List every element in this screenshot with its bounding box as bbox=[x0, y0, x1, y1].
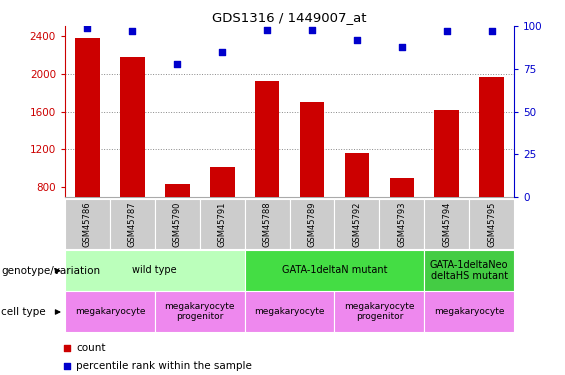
Point bbox=[442, 28, 451, 34]
Text: GSM45789: GSM45789 bbox=[307, 201, 316, 247]
Bar bbox=[424, 250, 514, 291]
Bar bbox=[120, 57, 145, 263]
Point bbox=[353, 37, 362, 43]
Point bbox=[128, 28, 137, 34]
Bar bbox=[434, 110, 459, 263]
Bar bbox=[255, 81, 280, 263]
Text: megakaryocyte: megakaryocyte bbox=[434, 307, 505, 316]
Bar bbox=[424, 199, 469, 249]
Text: cell type: cell type bbox=[1, 307, 46, 317]
Point bbox=[173, 61, 182, 67]
Bar bbox=[65, 291, 155, 332]
Bar bbox=[469, 199, 514, 249]
Text: GSM45790: GSM45790 bbox=[173, 201, 182, 247]
Bar bbox=[299, 102, 324, 263]
Text: GSM45793: GSM45793 bbox=[397, 201, 406, 247]
Bar bbox=[334, 199, 380, 249]
Point bbox=[263, 27, 272, 33]
Text: GSM45791: GSM45791 bbox=[218, 201, 227, 247]
Text: GSM45794: GSM45794 bbox=[442, 201, 451, 247]
Bar bbox=[389, 178, 414, 263]
Bar bbox=[334, 291, 424, 332]
Bar bbox=[155, 291, 245, 332]
Text: GATA-1deltaNeo
deltaHS mutant: GATA-1deltaNeo deltaHS mutant bbox=[430, 260, 509, 281]
Point bbox=[307, 27, 316, 33]
Text: GSM45786: GSM45786 bbox=[83, 201, 92, 247]
Point bbox=[397, 44, 406, 50]
Text: percentile rank within the sample: percentile rank within the sample bbox=[76, 361, 252, 370]
Bar bbox=[155, 199, 200, 249]
Bar bbox=[245, 199, 289, 249]
Bar bbox=[75, 38, 100, 263]
Title: GDS1316 / 1449007_at: GDS1316 / 1449007_at bbox=[212, 11, 367, 24]
Text: megakaryocyte
progenitor: megakaryocyte progenitor bbox=[344, 302, 415, 321]
Text: megakaryocyte: megakaryocyte bbox=[254, 307, 325, 316]
Bar bbox=[245, 250, 424, 291]
Bar bbox=[479, 78, 504, 263]
Bar bbox=[210, 166, 234, 263]
Text: GSM45792: GSM45792 bbox=[353, 201, 362, 247]
Point bbox=[218, 49, 227, 55]
Bar bbox=[345, 153, 370, 263]
Bar bbox=[165, 184, 190, 263]
Text: count: count bbox=[76, 343, 106, 353]
Point bbox=[63, 363, 72, 369]
Point bbox=[487, 28, 496, 34]
Text: genotype/variation: genotype/variation bbox=[1, 266, 100, 276]
Bar bbox=[289, 199, 334, 249]
Text: wild type: wild type bbox=[133, 266, 177, 275]
Bar bbox=[65, 250, 245, 291]
Text: megakaryocyte: megakaryocyte bbox=[75, 307, 145, 316]
Bar bbox=[110, 199, 155, 249]
Bar bbox=[424, 291, 514, 332]
Point bbox=[63, 345, 72, 351]
Bar bbox=[200, 199, 245, 249]
Bar bbox=[65, 199, 110, 249]
Point bbox=[83, 25, 92, 31]
Bar bbox=[380, 199, 424, 249]
Text: GATA-1deltaN mutant: GATA-1deltaN mutant bbox=[282, 266, 387, 275]
Text: GSM45795: GSM45795 bbox=[487, 201, 496, 247]
Text: megakaryocyte
progenitor: megakaryocyte progenitor bbox=[164, 302, 235, 321]
Bar bbox=[245, 291, 334, 332]
Text: GSM45788: GSM45788 bbox=[263, 201, 272, 247]
Text: GSM45787: GSM45787 bbox=[128, 201, 137, 247]
